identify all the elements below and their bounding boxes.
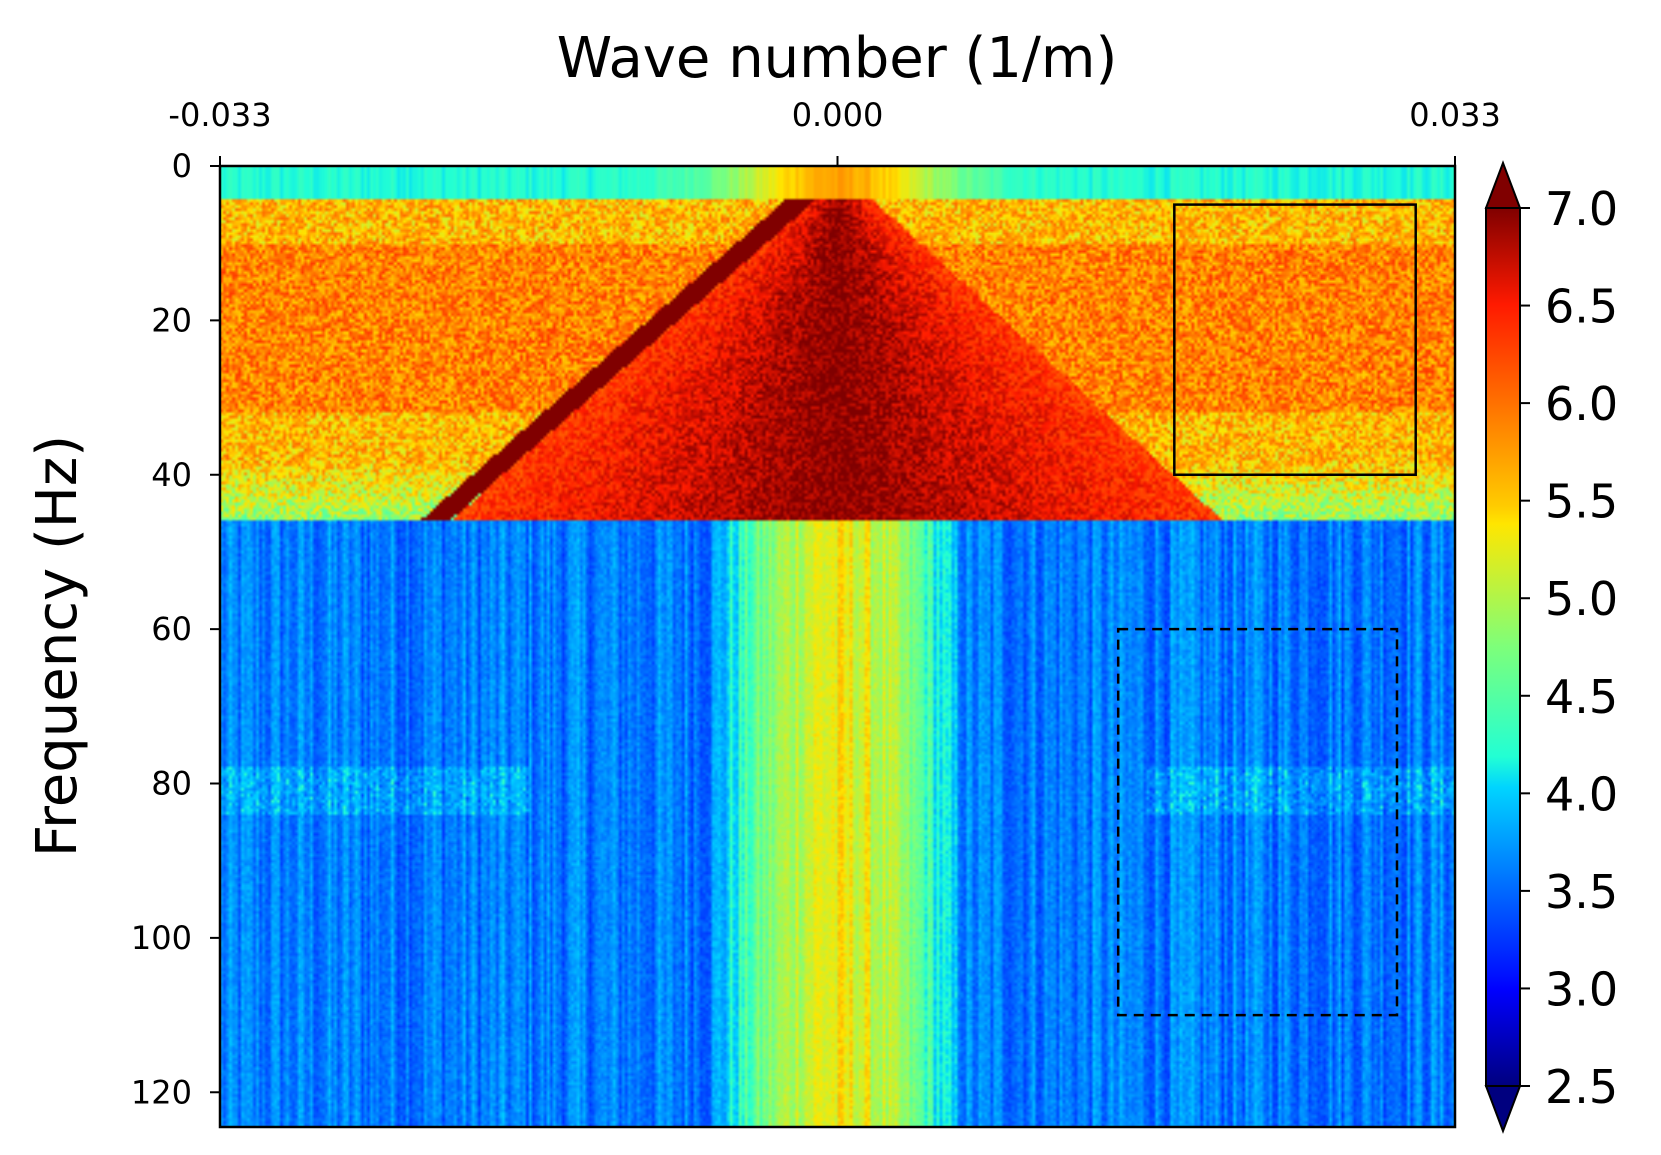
heatmap-raster bbox=[220, 166, 1455, 1127]
x-tick-label: 0.033 bbox=[1409, 96, 1501, 134]
colorbar-tick-label: 4.5 bbox=[1545, 670, 1618, 724]
y-tick-label: 80 bbox=[151, 765, 192, 803]
y-tick-label: 60 bbox=[151, 610, 192, 648]
colorbar-tick-label: 2.5 bbox=[1545, 1060, 1618, 1114]
colorbar-extend-top bbox=[1484, 160, 1522, 209]
x-axis-title: Wave number (1/m) bbox=[557, 26, 1118, 91]
colorbar-tick-label: 5.5 bbox=[1545, 475, 1618, 529]
colorbar-tick-label: 4.0 bbox=[1545, 767, 1618, 821]
colorbar-tick-label: 6.5 bbox=[1545, 280, 1618, 334]
colorbar-extend-bottom bbox=[1484, 1085, 1522, 1134]
y-tick-label: 40 bbox=[151, 456, 192, 494]
colorbar-tick-label: 6.0 bbox=[1545, 377, 1618, 431]
y-tick-label: 20 bbox=[151, 301, 192, 339]
y-tick-label: 0 bbox=[172, 147, 192, 185]
y-tick-label: 120 bbox=[131, 1073, 192, 1111]
colorbar-tick-label: 3.5 bbox=[1545, 865, 1618, 919]
y-axis-title: Frequency (Hz) bbox=[25, 435, 90, 857]
annotation-boxes bbox=[1116, 203, 1417, 1017]
colorbar-tick-label: 3.0 bbox=[1545, 962, 1618, 1016]
x-axis-ticks: -0.033 0.000 0.033 bbox=[168, 96, 1501, 166]
y-axis-ticks: 0 20 40 60 80 100 120 bbox=[131, 147, 220, 1111]
colorbar-ticks: 2.5 3.0 3.5 4.0 4.5 5.0 5.5 6.0 6.5 7.0 bbox=[1520, 182, 1618, 1114]
y-tick-label: 100 bbox=[131, 919, 192, 957]
colorbar-gradient bbox=[1485, 207, 1521, 1087]
dashed-annotation-box bbox=[1116, 627, 1399, 1017]
x-tick-label: 0.000 bbox=[792, 96, 884, 134]
x-tick-label: -0.033 bbox=[168, 96, 271, 134]
colorbar-tick-label: 7.0 bbox=[1545, 182, 1618, 236]
heatmap-image bbox=[220, 166, 1455, 1127]
colorbar-tick-label: 5.0 bbox=[1545, 572, 1618, 626]
colorbar: 2.5 3.0 3.5 4.0 4.5 5.0 5.5 6.0 6.5 7.0 bbox=[1484, 160, 1618, 1134]
solid-annotation-box bbox=[1173, 203, 1417, 477]
